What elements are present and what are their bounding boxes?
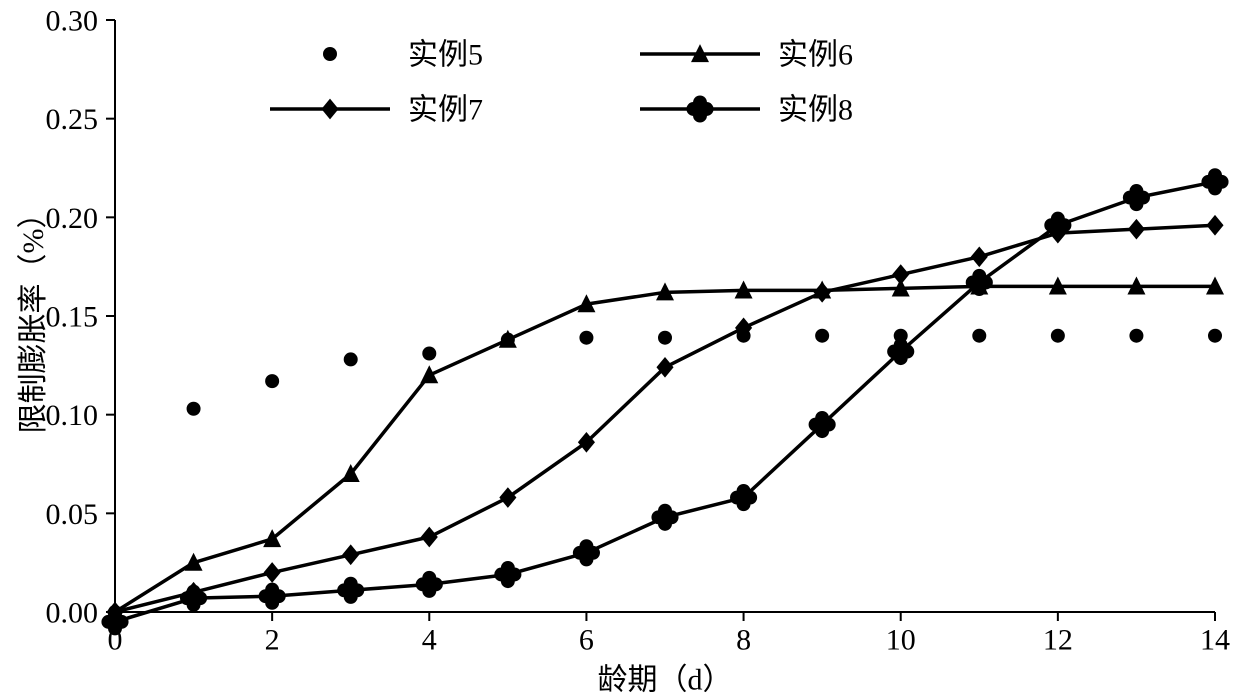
x-tick-label: 10 xyxy=(886,624,916,657)
y-tick-label: 0.30 xyxy=(46,5,99,38)
y-tick-label: 0.25 xyxy=(46,103,99,136)
legend-label: 实例8 xyxy=(778,94,853,127)
x-tick-label: 4 xyxy=(422,624,437,657)
y-tick-label: 0.15 xyxy=(46,301,99,334)
legend-label: 实例7 xyxy=(408,94,483,127)
x-tick-label: 12 xyxy=(1043,624,1073,657)
y-tick-label: 0.05 xyxy=(46,498,99,531)
line-chart: 02468101214龄期（d）0.000.050.100.150.200.25… xyxy=(0,0,1240,698)
y-tick-label: 0.10 xyxy=(46,399,99,432)
y-tick-label: 0.00 xyxy=(46,597,99,630)
x-axis-title: 龄期（d） xyxy=(598,664,733,697)
y-tick-label: 0.20 xyxy=(46,202,99,235)
x-tick-label: 8 xyxy=(736,624,751,657)
legend-label: 实例6 xyxy=(778,39,853,72)
legend-label: 实例5 xyxy=(408,39,483,72)
x-tick-label: 14 xyxy=(1200,624,1230,657)
x-tick-label: 2 xyxy=(265,624,280,657)
x-tick-label: 6 xyxy=(579,624,594,657)
y-axis-title: 限制膨胀率（%） xyxy=(17,199,50,434)
chart-container: 02468101214龄期（d）0.000.050.100.150.200.25… xyxy=(0,0,1240,698)
